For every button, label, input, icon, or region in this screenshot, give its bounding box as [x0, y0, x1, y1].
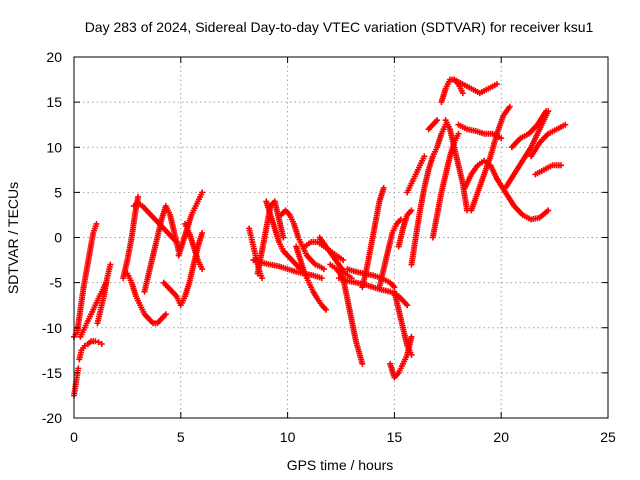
data-point [543, 108, 550, 115]
data-point [493, 81, 500, 88]
y-tick-label: -10 [42, 320, 62, 336]
data-point [320, 266, 327, 273]
data-series-arc-al [468, 103, 513, 214]
data-point [380, 184, 387, 191]
data-point [558, 162, 565, 169]
data-point [498, 135, 505, 142]
y-tick-label: -20 [42, 410, 62, 426]
data-series-arc-ak [461, 157, 500, 191]
data-point [93, 220, 100, 227]
data-point [318, 275, 325, 282]
data-series-arc-af [429, 130, 462, 241]
data-point [323, 306, 330, 313]
x-tick-label: 15 [387, 429, 403, 445]
y-tick-label: 15 [46, 94, 62, 110]
data-series-arc-ap [532, 162, 565, 178]
x-tick-label: 10 [280, 429, 296, 445]
data-point [81, 342, 88, 349]
data-series-arc-e [94, 261, 114, 327]
data-point [92, 338, 99, 345]
data-series-arc-aq [528, 121, 569, 160]
y-axis-label: SDTVAR / TECUs [5, 182, 21, 294]
data-point [98, 340, 105, 347]
y-tick-label: 0 [54, 230, 62, 246]
data-series-arc-o [263, 198, 304, 273]
data-point [455, 130, 462, 137]
data-series-arc-c [76, 338, 105, 363]
data-series-arc-am [493, 175, 552, 223]
x-tick-label: 20 [493, 429, 509, 445]
data-series-arc-p [278, 207, 327, 273]
data-series-arc-ao [508, 108, 550, 151]
x-tick-label: 5 [177, 429, 185, 445]
data-series-arc-a [71, 220, 100, 340]
data-series-arc-x [359, 184, 387, 291]
data-point [199, 266, 206, 273]
data-point [408, 333, 415, 340]
data-point [434, 117, 441, 124]
x-axis-label: GPS time / hours [287, 457, 394, 473]
data-series-arc-k [175, 189, 206, 259]
y-tick-label: -15 [42, 365, 62, 381]
data-point [135, 193, 142, 200]
data-point [359, 360, 366, 367]
data-point [408, 207, 415, 214]
data-series-arc-h [130, 200, 180, 246]
y-tick-label: 5 [54, 184, 62, 200]
data-point [199, 189, 206, 196]
data-point [75, 365, 82, 372]
data-series-arc-ad [404, 153, 428, 196]
axis-ticks: 0 5 10 15 20 25 -20 -15 -10 -5 0 5 10 15 20 [42, 49, 616, 445]
data-series-arc-y [376, 216, 404, 291]
data-point [258, 275, 265, 282]
data-point [397, 216, 404, 223]
data-point [280, 234, 287, 241]
data-series-arc-ai [451, 76, 500, 97]
data-series-arc-ac [408, 121, 449, 268]
data-point [562, 121, 569, 128]
y-tick-label: -5 [50, 275, 63, 291]
data-point [107, 261, 114, 268]
data-series-arc-g [124, 270, 169, 327]
data-point [162, 311, 169, 318]
data-series-arc-aa [387, 333, 415, 381]
data-point [404, 302, 411, 309]
x-tick-label: 0 [70, 429, 78, 445]
y-tick-label: 20 [46, 49, 62, 65]
data-series-arc-l [182, 220, 206, 273]
data-series-arc-r [293, 243, 330, 313]
chart-title: Day 283 of 2024, Sidereal Day-to-day VTE… [85, 19, 594, 35]
y-tick-label: 10 [46, 139, 62, 155]
data-point [95, 339, 102, 346]
data-series-arc-ah [442, 117, 471, 214]
data-point [199, 229, 206, 236]
data-point [340, 257, 347, 264]
data-series-arc-ag [438, 76, 466, 106]
data-point [506, 103, 513, 110]
data-series-arc-z [391, 288, 415, 358]
data-series-arc-an [502, 108, 552, 191]
data-series-arc-u [327, 261, 366, 367]
data-series-arc-ae [425, 117, 441, 133]
data-point [459, 90, 466, 97]
data-series-arc-t [316, 234, 355, 282]
data-series-arc-ab [395, 207, 415, 250]
data-point [421, 153, 428, 160]
data-series-arc-v [335, 275, 411, 309]
x-tick-label: 25 [600, 429, 616, 445]
data-point [545, 207, 552, 214]
